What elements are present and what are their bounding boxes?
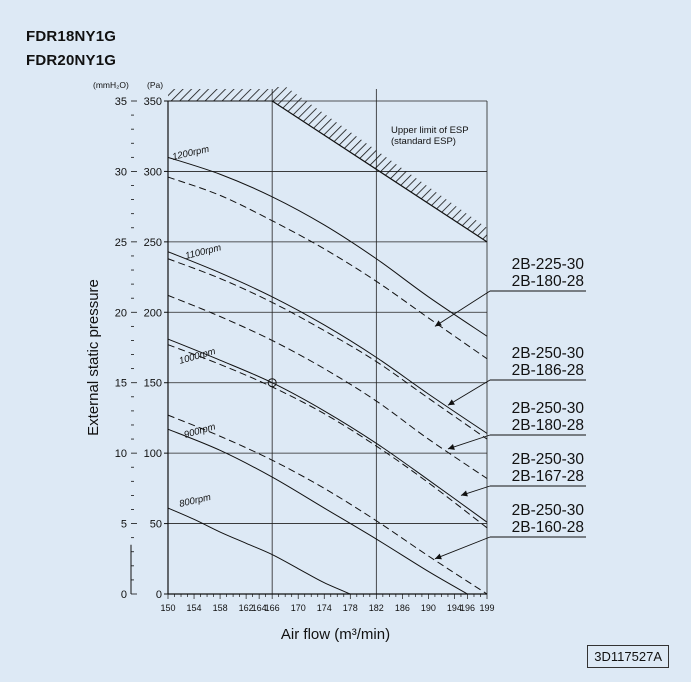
x-tick-label: 158 bbox=[213, 603, 228, 613]
y-tick-label-pa: 200 bbox=[144, 307, 162, 319]
series-line bbox=[167, 176, 488, 360]
x-tick-label: 164 bbox=[252, 603, 267, 613]
series-line bbox=[167, 294, 488, 479]
x-tick-label: 199 bbox=[479, 603, 494, 613]
series-line bbox=[167, 251, 488, 434]
series-line bbox=[167, 258, 488, 440]
model-title-1: FDR18NY1G bbox=[26, 28, 117, 45]
upper-limit-label: (standard ESP) bbox=[391, 136, 456, 147]
y-tick-label-mmh2o: 5 bbox=[121, 519, 127, 531]
x-tick-label: 170 bbox=[291, 603, 306, 613]
x-tick-label: 154 bbox=[187, 603, 202, 613]
series-line bbox=[167, 156, 488, 337]
y-tick-label-mmh2o: 25 bbox=[115, 237, 127, 249]
y-unit-pa: (Pa) bbox=[147, 80, 163, 90]
series-line bbox=[167, 507, 351, 595]
annotation-arrow bbox=[434, 536, 491, 560]
x-tick-label: 196 bbox=[460, 603, 475, 613]
y-axis-title: External static pressure bbox=[85, 279, 102, 436]
model-annotation-text: 2B-167-28 bbox=[512, 468, 584, 485]
x-tick-label: 182 bbox=[369, 603, 384, 613]
annotation-arrow bbox=[447, 434, 491, 450]
y-tick-label-mmh2o: 35 bbox=[115, 96, 127, 108]
upper-limit-label: Upper limit of ESP bbox=[391, 125, 469, 136]
annotation-arrow bbox=[447, 379, 491, 406]
series-line bbox=[167, 428, 468, 595]
y-tick-label-mmh2o: 0 bbox=[121, 589, 127, 601]
x-tick-label: 150 bbox=[160, 603, 175, 613]
annotation-arrowhead bbox=[434, 320, 442, 327]
series-line bbox=[167, 338, 488, 523]
model-title-2: FDR20NY1G bbox=[26, 52, 117, 69]
y-tick-label-pa: 350 bbox=[144, 96, 162, 108]
y-tick-label-mmh2o: 15 bbox=[115, 378, 127, 390]
x-tick-label: 178 bbox=[343, 603, 358, 613]
y-tick-label-pa: 250 bbox=[144, 237, 162, 249]
model-annotation-text: 2B-250-30 bbox=[512, 502, 585, 519]
drawing-number: 3D117527A bbox=[587, 645, 669, 668]
x-tick-label: 166 bbox=[265, 603, 280, 613]
hatch-top-left bbox=[168, 89, 273, 101]
annotation-arrowhead bbox=[447, 444, 455, 450]
y-tick-label-pa: 100 bbox=[144, 448, 162, 460]
y-tick-label-pa: 150 bbox=[144, 378, 162, 390]
model-annotation-text: 2B-180-28 bbox=[512, 273, 584, 290]
x-tick-label: 162 bbox=[239, 603, 254, 613]
x-tick-label: 194 bbox=[447, 603, 462, 613]
y-tick-label-mmh2o: 10 bbox=[115, 448, 127, 460]
model-annotation-text: 2B-225-30 bbox=[512, 256, 585, 273]
y-unit-mmh2o: (mmH₂O) bbox=[93, 80, 129, 90]
x-tick-label: 186 bbox=[395, 603, 410, 613]
model-annotation-text: 2B-250-30 bbox=[512, 400, 585, 417]
model-annotation-text: 2B-250-30 bbox=[512, 345, 585, 362]
x-tick-label: 174 bbox=[317, 603, 332, 613]
model-annotation-text: 2B-180-28 bbox=[512, 417, 584, 434]
y-tick-label-pa: 50 bbox=[150, 519, 162, 531]
upper-limit-line bbox=[271, 100, 488, 243]
model-annotation-text: 2B-186-28 bbox=[512, 362, 584, 379]
annotation-arrowhead bbox=[434, 553, 442, 560]
annotation-arrowhead bbox=[447, 399, 455, 406]
operating-point-marker bbox=[267, 378, 277, 388]
x-axis-title: Air flow (m³/min) bbox=[281, 626, 390, 643]
x-tick-label: 190 bbox=[421, 603, 436, 613]
annotation-arrowhead bbox=[460, 490, 468, 497]
y-tick-label-pa: 0 bbox=[156, 589, 162, 601]
plot-area bbox=[168, 101, 487, 594]
series-line bbox=[167, 414, 488, 595]
model-annotation-text: 2B-160-28 bbox=[512, 519, 584, 536]
y-tick-label-mmh2o: 20 bbox=[115, 307, 127, 319]
hatch-upper-limit bbox=[272, 87, 487, 242]
model-annotation-text: 2B-250-30 bbox=[512, 451, 585, 468]
y-tick-label-mmh2o: 30 bbox=[115, 166, 127, 178]
series-line bbox=[167, 344, 488, 529]
annotation-arrow bbox=[434, 290, 491, 327]
y-tick-label-pa: 300 bbox=[144, 166, 162, 178]
